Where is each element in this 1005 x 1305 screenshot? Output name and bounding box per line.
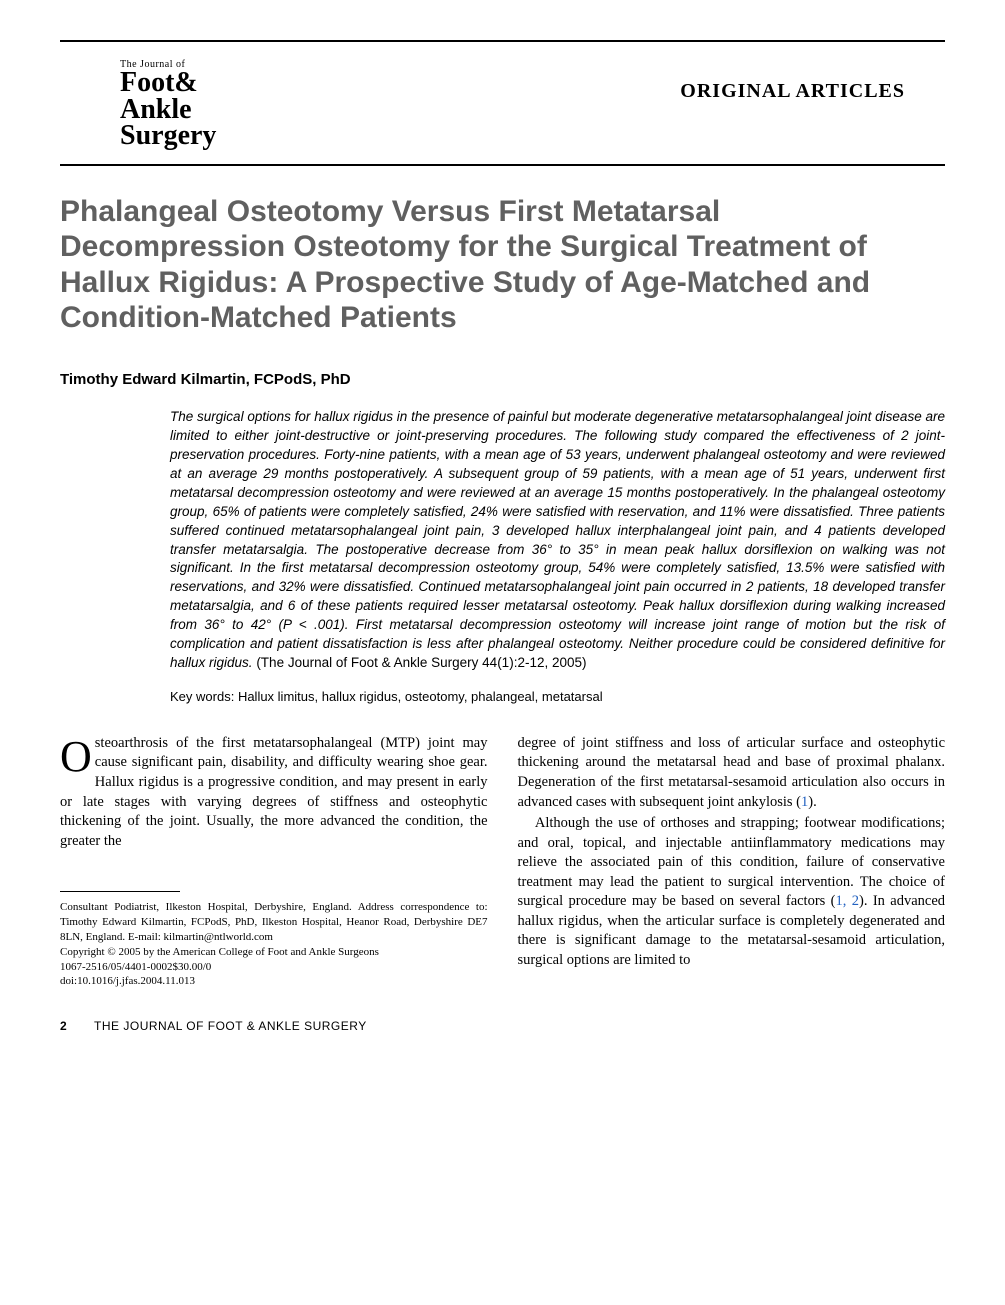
author-line: Timothy Edward Kilmartin, FCPodS, PhD — [60, 371, 945, 388]
page-header: The Journal of Foot& Ankle Surgery ORIGI… — [60, 50, 945, 166]
section-label: ORIGINAL ARTICLES — [680, 60, 945, 103]
body-columns: Osteoarthrosis of the first metatarsopha… — [60, 734, 945, 989]
logo-line-2: Ankle — [120, 97, 216, 124]
abstract: The surgical options for hallux rigidus … — [170, 408, 945, 672]
ref-link-2[interactable]: 1, 2 — [836, 893, 860, 909]
body-para-3: Although the use of orthoses and strappi… — [518, 814, 946, 971]
footnote-rule — [60, 891, 180, 892]
footnote-block: Consultant Podiatrist, Ilkeston Hospital… — [60, 900, 488, 989]
keywords-line: Key words: Hallux limitus, hallux rigidu… — [170, 689, 945, 704]
logo-line-3: Surgery — [120, 123, 216, 150]
dropcap: O — [60, 734, 95, 775]
logo-line-1: Foot& — [120, 70, 216, 97]
column-left: Osteoarthrosis of the first metatarsopha… — [60, 734, 488, 989]
column-right: degree of joint stiffness and loss of ar… — [518, 734, 946, 989]
body-para-1: Osteoarthrosis of the first metatarsopha… — [60, 734, 488, 851]
body-p1-text: steoarthrosis of the first metatarsophal… — [60, 735, 488, 849]
page-number: 2 — [60, 1019, 67, 1033]
body-p2b: ). — [808, 794, 816, 810]
keywords-text: Hallux limitus, hallux rigidus, osteotom… — [238, 689, 603, 704]
footnote-issn: 1067-2516/05/4401-0002$30.00/0 — [60, 960, 488, 975]
keywords-label: Key words: — [170, 689, 234, 704]
footnote-copyright: Copyright © 2005 by the American College… — [60, 945, 488, 960]
footnote-affiliation: Consultant Podiatrist, Ilkeston Hospital… — [60, 900, 488, 945]
body-para-2: degree of joint stiffness and loss of ar… — [518, 734, 946, 812]
top-rule — [60, 40, 945, 42]
article-title: Phalangeal Osteotomy Versus First Metata… — [60, 194, 945, 336]
abstract-text: The surgical options for hallux rigidus … — [170, 409, 945, 670]
abstract-citation: (The Journal of Foot & Ankle Surgery 44(… — [256, 655, 586, 670]
page-footer: 2 THE JOURNAL OF FOOT & ANKLE SURGERY — [60, 1019, 945, 1033]
footer-journal-name: THE JOURNAL OF FOOT & ANKLE SURGERY — [94, 1019, 367, 1033]
journal-logo: The Journal of Foot& Ankle Surgery — [60, 60, 216, 150]
footnote-doi: doi:10.1016/j.jfas.2004.11.013 — [60, 974, 488, 989]
body-p2a: degree of joint stiffness and loss of ar… — [518, 735, 946, 810]
